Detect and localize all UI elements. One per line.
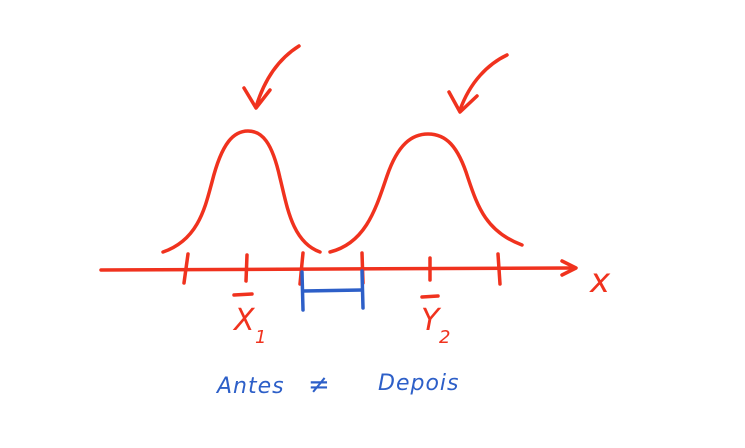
gap-bracket-bar (301, 288, 364, 293)
bell-curve-1 (161, 129, 322, 254)
mean-label-1: X 1 (232, 292, 266, 348)
gap-bracket (300, 269, 365, 312)
mean-2-bar (420, 294, 440, 299)
arrow-right-head (447, 90, 479, 114)
x-axis-line (99, 266, 574, 272)
arrow-right-shaft (458, 53, 509, 112)
mean-2-subscript: 2 (439, 327, 450, 348)
gap-bracket-right (360, 269, 365, 310)
axis-ticks (182, 251, 502, 286)
mean-2-symbol: Y (421, 303, 442, 338)
arrow-left-curve (242, 44, 301, 110)
arrow-left-head (242, 86, 272, 110)
tick-right-bound-2 (496, 252, 502, 286)
arrow-left-shaft (254, 44, 301, 109)
mean-label-2: Y 2 (420, 294, 450, 348)
caption: Antes ≠ Depois (215, 370, 459, 400)
x-axis-arrowhead (560, 259, 578, 277)
x-axis-label: x (589, 261, 611, 301)
tick-mean-1 (244, 253, 249, 283)
mean-1-symbol: X (232, 303, 256, 338)
caption-right: Depois (378, 371, 459, 396)
mean-1-bar (232, 292, 254, 297)
caption-left: Antes (215, 374, 285, 399)
mean-1-subscript: 1 (255, 327, 266, 348)
arrow-right-curve (447, 53, 509, 114)
tick-left-bound-1 (182, 252, 190, 285)
caption-operator: ≠ (308, 370, 331, 400)
bell-curve-2 (328, 132, 524, 254)
